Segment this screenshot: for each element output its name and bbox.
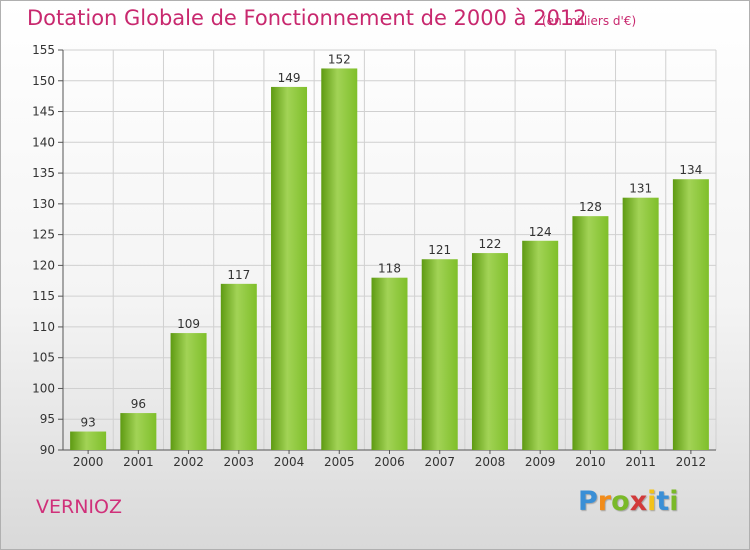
logo-letter: r bbox=[597, 486, 612, 517]
x-tick-label-2011: 2011 bbox=[625, 455, 656, 469]
bar-2010 bbox=[572, 216, 609, 450]
y-tick-label: 130 bbox=[32, 197, 55, 211]
x-tick-label-2010: 2010 bbox=[575, 455, 606, 469]
data-label-2001: 96 bbox=[131, 397, 146, 411]
y-tick-label: 150 bbox=[32, 74, 55, 88]
y-tick-label: 140 bbox=[32, 135, 55, 149]
y-tick-label: 125 bbox=[32, 228, 55, 242]
chart-title: Dotation Globale de Fonctionnement de 20… bbox=[27, 6, 587, 30]
x-tick-label-2005: 2005 bbox=[324, 455, 355, 469]
logo-letter: x bbox=[629, 486, 648, 517]
y-tick-label: 95 bbox=[40, 412, 55, 426]
data-label-2004: 149 bbox=[278, 71, 301, 85]
x-tick-label-2004: 2004 bbox=[274, 455, 305, 469]
x-tick-label-2001: 2001 bbox=[123, 455, 154, 469]
data-label-2010: 128 bbox=[579, 200, 602, 214]
data-label-2012: 134 bbox=[679, 163, 702, 177]
data-label-2003: 117 bbox=[227, 268, 250, 282]
logo-letter: o bbox=[611, 486, 630, 517]
bar-2006 bbox=[371, 277, 408, 450]
y-tick-label: 115 bbox=[32, 289, 55, 303]
bars bbox=[70, 68, 709, 450]
data-label-2007: 121 bbox=[428, 243, 451, 257]
x-tick-label-2007: 2007 bbox=[424, 455, 455, 469]
bar-2005 bbox=[321, 68, 358, 450]
x-tick-label-2002: 2002 bbox=[173, 455, 204, 469]
y-tick-label: 90 bbox=[40, 443, 55, 457]
commune-name: VERNIOZ bbox=[36, 496, 122, 518]
x-tick-label-2012: 2012 bbox=[676, 455, 707, 469]
data-label-2005: 152 bbox=[328, 52, 351, 66]
bar-2002 bbox=[170, 333, 207, 450]
data-labels: 93 96 109 117 149 152 118 121 122 124 128 131 134 bbox=[80, 52, 702, 429]
y-tick-label: 110 bbox=[32, 320, 55, 334]
bar-2000 bbox=[70, 431, 107, 450]
x-tick-label-2003: 2003 bbox=[224, 455, 255, 469]
data-label-2008: 122 bbox=[479, 237, 502, 251]
x-tick-label-2008: 2008 bbox=[475, 455, 506, 469]
x-tick-label-2006: 2006 bbox=[374, 455, 405, 469]
data-label-2000: 93 bbox=[80, 416, 95, 430]
tick-labels: 90 95 100 105 110 115 120 125 130 135 140 145 150 155… bbox=[32, 43, 706, 469]
y-tick-label: 145 bbox=[32, 105, 55, 119]
y-tick-label: 120 bbox=[32, 258, 55, 272]
bar-2012 bbox=[672, 179, 709, 450]
data-label-2002: 109 bbox=[177, 317, 200, 331]
logo-letter: t bbox=[656, 486, 670, 517]
y-tick-label: 135 bbox=[32, 166, 55, 180]
logo-letter: P bbox=[578, 486, 598, 517]
data-label-2011: 131 bbox=[629, 182, 652, 196]
bar-2009 bbox=[522, 240, 559, 450]
bar-2004 bbox=[271, 86, 308, 450]
bar-2007 bbox=[421, 259, 458, 450]
logo-letter: i bbox=[669, 486, 679, 517]
data-label-2009: 124 bbox=[529, 225, 552, 239]
y-tick-label: 100 bbox=[32, 381, 55, 395]
proxiti-logo: Proxiti bbox=[578, 486, 679, 517]
data-label-2006: 118 bbox=[378, 262, 401, 276]
y-tick-label: 105 bbox=[32, 351, 55, 365]
bar-2003 bbox=[220, 283, 257, 450]
x-tick-label-2009: 2009 bbox=[525, 455, 556, 469]
chart-subtitle: (en milliers d'€) bbox=[542, 14, 637, 28]
bar-2011 bbox=[622, 197, 659, 450]
bar-2001 bbox=[120, 413, 157, 450]
logo-letter: i bbox=[647, 486, 657, 517]
bar-2008 bbox=[471, 253, 508, 450]
y-tick-label: 155 bbox=[32, 43, 55, 57]
x-tick-label-2000: 2000 bbox=[73, 455, 104, 469]
